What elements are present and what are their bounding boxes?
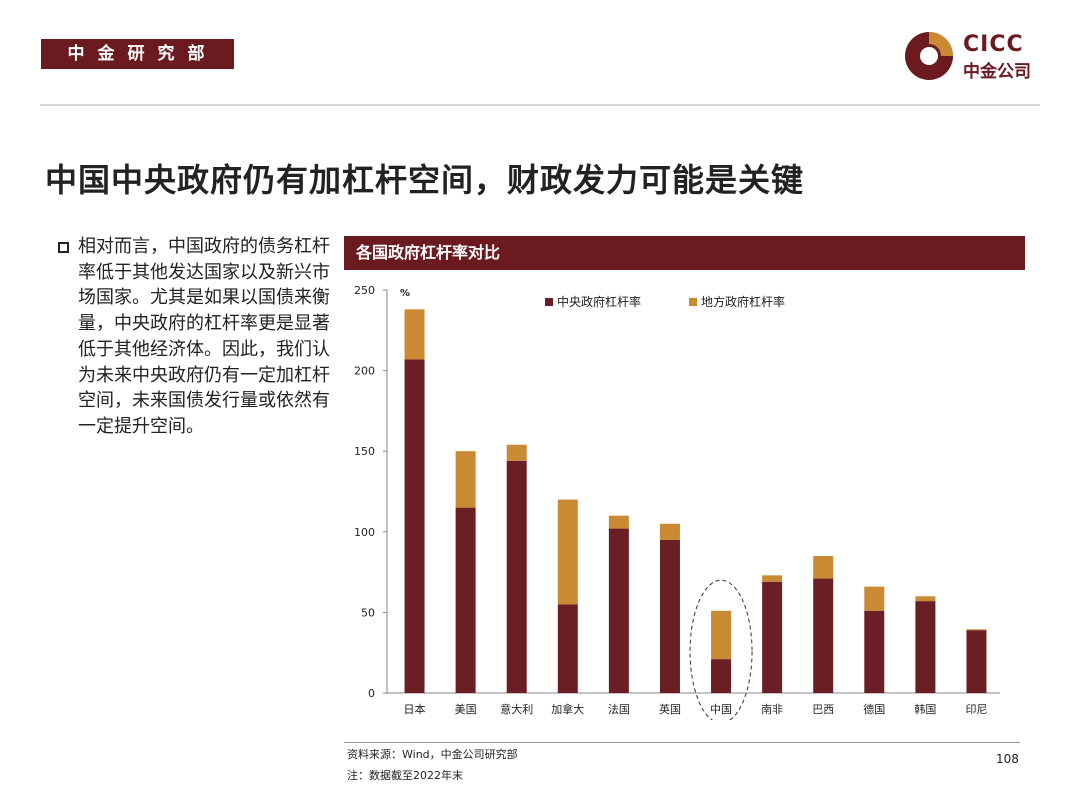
- x-tick-label: 德国: [863, 702, 885, 716]
- department-badge: 中金研究部: [41, 39, 234, 69]
- bullet-square-icon: [58, 242, 69, 253]
- bar-segment: [813, 555, 834, 579]
- x-tick-label: 法国: [608, 702, 630, 716]
- bar-segment: [404, 309, 425, 360]
- bar-segment: [711, 610, 732, 660]
- x-tick-label: 韩国: [914, 702, 936, 716]
- bar-segment: [659, 523, 680, 540]
- x-tick-label: 英国: [659, 702, 681, 716]
- bar-segment: [864, 586, 885, 611]
- bar-segment: [659, 539, 680, 693]
- x-tick-label: 日本: [404, 702, 426, 716]
- x-tick-label: 美国: [455, 703, 477, 716]
- logo-text-en: CICC: [963, 32, 1024, 57]
- cicc-logo-icon: [905, 32, 953, 80]
- page-number: 108: [996, 752, 1019, 766]
- source-note: 资料来源：Wind，中金公司研究部: [347, 748, 518, 761]
- bar-segment: [762, 581, 783, 693]
- footnote: 注：数据截至2022年末: [347, 769, 463, 782]
- page-title: 中国中央政府仍有加杠杆空间，财政发力可能是关键: [45, 161, 805, 199]
- bar-segment: [557, 499, 578, 605]
- bar-segment: [506, 444, 527, 461]
- bar-segment: [864, 610, 885, 693]
- y-tick-label: 100: [354, 526, 375, 539]
- x-tick-label: 印尼: [965, 703, 987, 716]
- y-tick-label: 150: [354, 445, 375, 458]
- bar-segment: [404, 359, 425, 693]
- y-tick-label: 250: [354, 284, 375, 297]
- x-tick-label: 巴西: [812, 703, 834, 716]
- x-tick-label: 加拿大: [551, 702, 584, 716]
- bar-segment: [455, 451, 476, 508]
- legend-label: 地方政府杠杆率: [701, 294, 785, 309]
- y-axis-unit: %: [400, 288, 410, 299]
- logo-text-cn: 中金公司: [963, 62, 1031, 82]
- bar-segment: [966, 629, 987, 631]
- legend-swatch: [689, 298, 697, 306]
- bar-segment: [506, 460, 527, 693]
- body-paragraph: 相对而言，中国政府的债务杠杆率低于其他发达国家以及新兴市场国家。尤其是如果以国债…: [78, 236, 330, 437]
- y-tick-label: 0: [368, 687, 375, 700]
- x-tick-label: 中国: [710, 703, 732, 716]
- bar-segment: [762, 575, 783, 582]
- cicc-logo: CICC 中金公司: [903, 30, 1043, 82]
- x-tick-label: 意大利: [500, 702, 533, 716]
- bar-segment: [455, 507, 476, 693]
- y-tick-label: 50: [361, 606, 375, 619]
- bar-segment: [966, 630, 987, 693]
- x-tick-label: 南非: [761, 703, 783, 716]
- legend-label: 中央政府杠杆率: [557, 294, 641, 309]
- bar-segment: [711, 659, 732, 693]
- bar-segment: [557, 604, 578, 693]
- bar-segment: [915, 601, 936, 693]
- bar-segment: [813, 578, 834, 693]
- header-divider: [40, 104, 1040, 106]
- chart-title: 各国政府杠杆率对比: [344, 236, 1025, 270]
- footer-divider: [344, 742, 1020, 743]
- bar-segment: [608, 528, 629, 693]
- y-tick-label: 200: [354, 365, 375, 378]
- bar-segment: [608, 515, 629, 529]
- bar-segment: [915, 596, 936, 602]
- legend-swatch: [545, 298, 553, 306]
